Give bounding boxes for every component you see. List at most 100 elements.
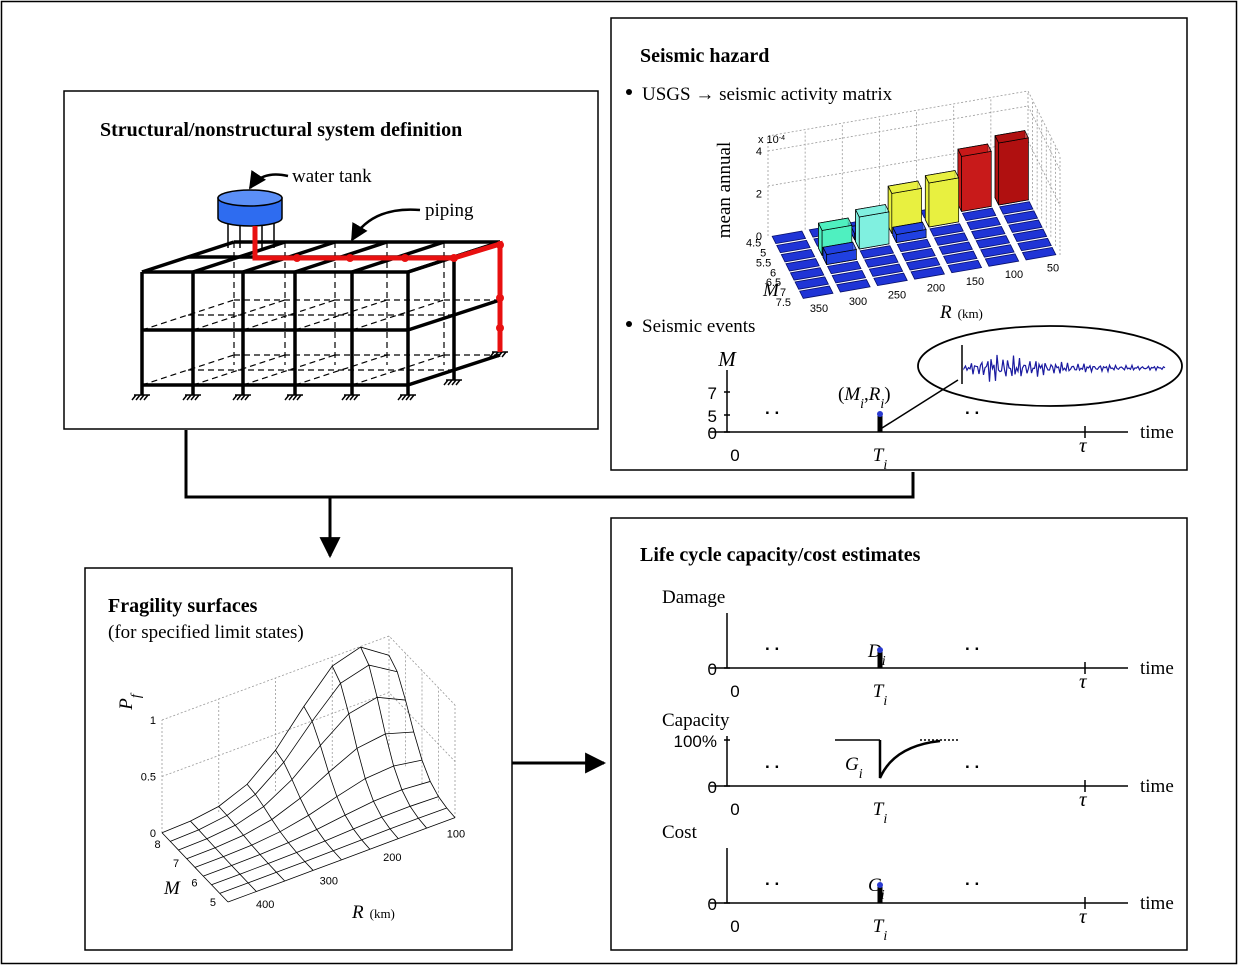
- connector: [186, 430, 913, 497]
- m-tick-label: 7: [173, 858, 179, 870]
- fragility-title: Fragility surfaces: [108, 595, 258, 617]
- surface-mesh: [332, 666, 398, 839]
- tau-label: τ: [1079, 433, 1088, 457]
- event-time-label: Ti: [873, 916, 888, 944]
- z-scale: x 10-4: [758, 134, 785, 146]
- r-axis-unit: (km): [958, 306, 983, 321]
- m-tick-label: 6: [191, 878, 197, 890]
- event-label: Di: [867, 641, 886, 669]
- r-tick-label: 400: [256, 899, 274, 911]
- bullet: [626, 321, 632, 327]
- r-axis-name: R: [939, 302, 952, 323]
- z-axis-label: mean annual: [714, 142, 735, 239]
- y-tick-label: 0: [708, 660, 717, 679]
- matrix-bar-face: [995, 136, 999, 205]
- ellipsis: . .: [765, 399, 779, 418]
- r-tick-label: 250: [888, 289, 906, 301]
- m-axis-label: M: [163, 878, 181, 899]
- event-dot: [877, 411, 883, 417]
- time-label: time: [1140, 893, 1174, 914]
- surface-mesh: [389, 655, 455, 817]
- arrow: [250, 175, 288, 189]
- y-axis-label: Cost: [662, 822, 698, 843]
- x-origin-label: 0: [730, 682, 739, 701]
- pipe-joint: [346, 254, 354, 262]
- event-label-part: i: [859, 767, 863, 782]
- event-time-label: Ti: [873, 799, 888, 827]
- arrow: [352, 210, 420, 240]
- event-label-part: ): [884, 384, 890, 405]
- event-time-label: Ti: [873, 681, 888, 709]
- event-time-label: Ti: [873, 445, 888, 473]
- zoom-ellipse: [918, 326, 1182, 406]
- lifecycle-title: Life cycle capacity/cost estimates: [640, 544, 921, 566]
- pipe-joint: [401, 254, 409, 262]
- event-dot: [877, 882, 883, 888]
- matrix-bar-face: [859, 212, 889, 249]
- y-tick-label: 0: [708, 895, 717, 914]
- event-label-part: R: [868, 384, 881, 405]
- tau-label: τ: [1079, 904, 1088, 928]
- pipe-joint: [293, 254, 301, 262]
- seismogram: [964, 355, 1165, 382]
- diagram: Structural/nonstructural system definiti…: [0, 0, 1238, 965]
- r-tick-label: 200: [927, 283, 945, 295]
- matrix-bar-face: [962, 151, 992, 211]
- ellipsis: . .: [965, 399, 979, 418]
- piping-label: piping: [425, 200, 474, 221]
- zoom-pointer: [882, 380, 958, 428]
- y-axis-label: M: [717, 347, 737, 371]
- z-axis-label: Pf: [116, 692, 144, 711]
- event-dot: [877, 647, 883, 653]
- z-axis-label-part: P: [116, 698, 137, 711]
- tau-label: τ: [1079, 787, 1088, 811]
- y-tick-label: 0: [708, 424, 717, 443]
- m-tick-label: 4.5: [746, 238, 761, 250]
- water-tank-label: water tank: [292, 166, 372, 187]
- event-label-part: M: [843, 384, 861, 405]
- m-tick-label: 5: [210, 897, 216, 909]
- ellipsis: . .: [965, 870, 979, 889]
- z-scale-exponent: -4: [779, 135, 785, 142]
- event-label-part: G: [845, 754, 859, 775]
- hazard-title: Seismic hazard: [640, 45, 769, 67]
- surface-mesh: [170, 665, 397, 841]
- surface-mesh: [361, 647, 427, 828]
- ellipsis: . .: [965, 753, 979, 772]
- surface-mesh: [187, 732, 414, 859]
- fragility-subtitle: (for specified limit states): [108, 622, 304, 643]
- z-tick-label: 4: [756, 146, 762, 158]
- matrix-bar-face: [929, 178, 959, 227]
- plot-wall-grid: [162, 636, 455, 720]
- r-tick-label: 150: [966, 276, 984, 288]
- r-tick-label: 200: [383, 852, 401, 864]
- r-tick-label: 300: [320, 875, 338, 887]
- ellipsis: . .: [765, 870, 779, 889]
- capacity-recovery: [880, 740, 940, 778]
- time-label: time: [1140, 422, 1174, 443]
- tau-label: τ: [1079, 669, 1088, 693]
- x-origin-label: 0: [730, 446, 739, 465]
- pipe-joint: [496, 324, 504, 332]
- r-axis-label: R (km): [939, 302, 983, 323]
- plot-wall-grid: [162, 693, 455, 777]
- r-tick-label: 350: [810, 303, 828, 315]
- surface-mesh: [212, 797, 439, 885]
- y-axis-label: Damage: [662, 587, 725, 608]
- x-origin-label: 0: [730, 917, 739, 936]
- event-time-label-part: i: [883, 458, 887, 473]
- z-tick-label: 2: [756, 189, 762, 201]
- m-tick-label: 8: [154, 839, 160, 851]
- matrix-bar-face: [925, 176, 929, 227]
- x-origin-label: 0: [730, 800, 739, 819]
- z-tick-label: 1: [150, 715, 156, 727]
- pipe-joint: [496, 241, 504, 249]
- ellipsis: . .: [765, 635, 779, 654]
- ellipsis: . .: [965, 635, 979, 654]
- event-time-label-part: i: [883, 694, 887, 709]
- r-axis-label: R(km): [351, 902, 395, 923]
- time-label: time: [1140, 776, 1174, 797]
- bullet-text: Seismic events: [642, 316, 755, 337]
- surface-mesh: [179, 697, 406, 850]
- z-scale-base: x 10: [758, 134, 779, 146]
